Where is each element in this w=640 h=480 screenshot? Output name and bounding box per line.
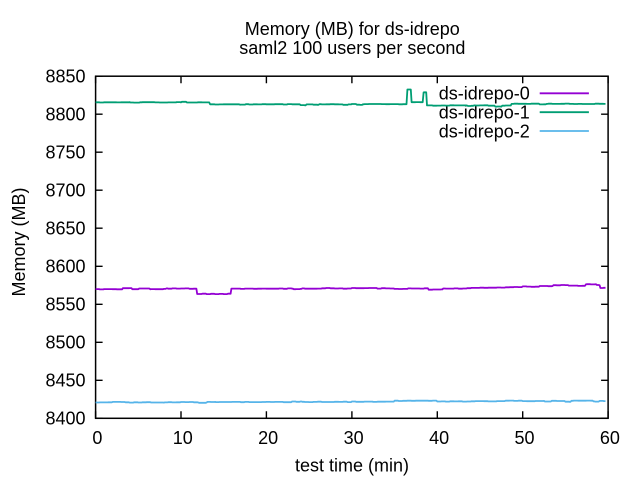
svg-text:8450: 8450 [45, 371, 85, 391]
svg-text:8400: 8400 [45, 409, 85, 429]
svg-text:ds-idrepo-1: ds-idrepo-1 [439, 103, 530, 123]
svg-text:8550: 8550 [45, 295, 85, 315]
svg-text:8500: 8500 [45, 333, 85, 353]
svg-text:60: 60 [600, 428, 620, 448]
svg-text:40: 40 [429, 428, 449, 448]
svg-text:ds-idrepo-0: ds-idrepo-0 [439, 84, 530, 104]
svg-text:8850: 8850 [45, 67, 85, 87]
svg-text:50: 50 [514, 428, 534, 448]
svg-text:8750: 8750 [45, 143, 85, 163]
svg-text:8800: 8800 [45, 105, 85, 125]
svg-text:Memory (MB) for ds-idrepo: Memory (MB) for ds-idrepo [245, 19, 460, 39]
svg-text:8650: 8650 [45, 219, 85, 239]
svg-text:0: 0 [92, 428, 102, 448]
svg-text:8600: 8600 [45, 257, 85, 277]
svg-text:test time (min): test time (min) [295, 455, 409, 475]
svg-text:saml2 100 users per second: saml2 100 users per second [239, 38, 465, 58]
svg-text:20: 20 [258, 428, 278, 448]
svg-text:ds-idrepo-2: ds-idrepo-2 [439, 121, 530, 141]
svg-text:8700: 8700 [45, 181, 85, 201]
svg-text:10: 10 [173, 428, 193, 448]
svg-text:30: 30 [344, 428, 364, 448]
svg-text:Memory (MB): Memory (MB) [9, 188, 29, 297]
